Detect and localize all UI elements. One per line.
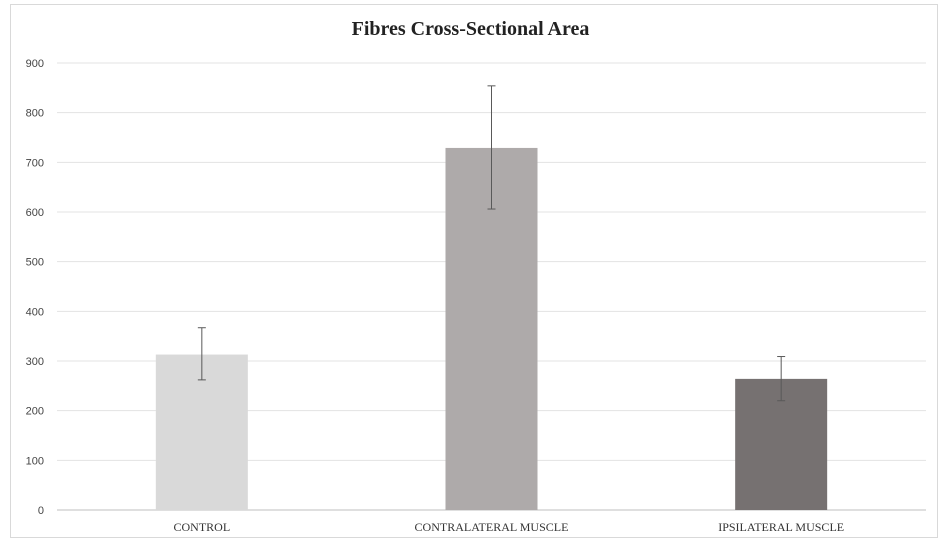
- y-tick-label: 0: [38, 505, 44, 517]
- bar-control: [155, 354, 248, 510]
- error-bars: [197, 85, 786, 402]
- y-tick-label: 100: [26, 455, 44, 467]
- y-tick-label: 900: [26, 58, 44, 70]
- y-tick-label: 300: [26, 356, 44, 368]
- y-tick-label: 600: [26, 207, 44, 219]
- x-tick-label: CONTRALATERAL MUSCLE: [415, 520, 569, 534]
- error-bar: [197, 327, 206, 381]
- chart-title: Fibres Cross-Sectional Area: [351, 18, 590, 40]
- x-tick-label: CONTROL: [173, 520, 230, 534]
- x-axis-tick-labels: CONTROL CONTRALATERAL MUSCLE IPSILATERAL M…: [173, 520, 844, 534]
- error-bar: [777, 356, 786, 402]
- y-axis-tick-labels: 0 100 200 300 400 500 600 700 800 900: [26, 58, 44, 517]
- y-tick-label: 500: [26, 257, 44, 269]
- y-tick-label: 700: [26, 157, 44, 169]
- y-tick-label: 400: [26, 306, 44, 318]
- y-tick-label: 800: [26, 108, 44, 120]
- y-tick-label: 200: [26, 406, 44, 418]
- x-tick-label: IPSILATERAL MUSCLE: [718, 520, 844, 534]
- error-bar: [487, 85, 496, 210]
